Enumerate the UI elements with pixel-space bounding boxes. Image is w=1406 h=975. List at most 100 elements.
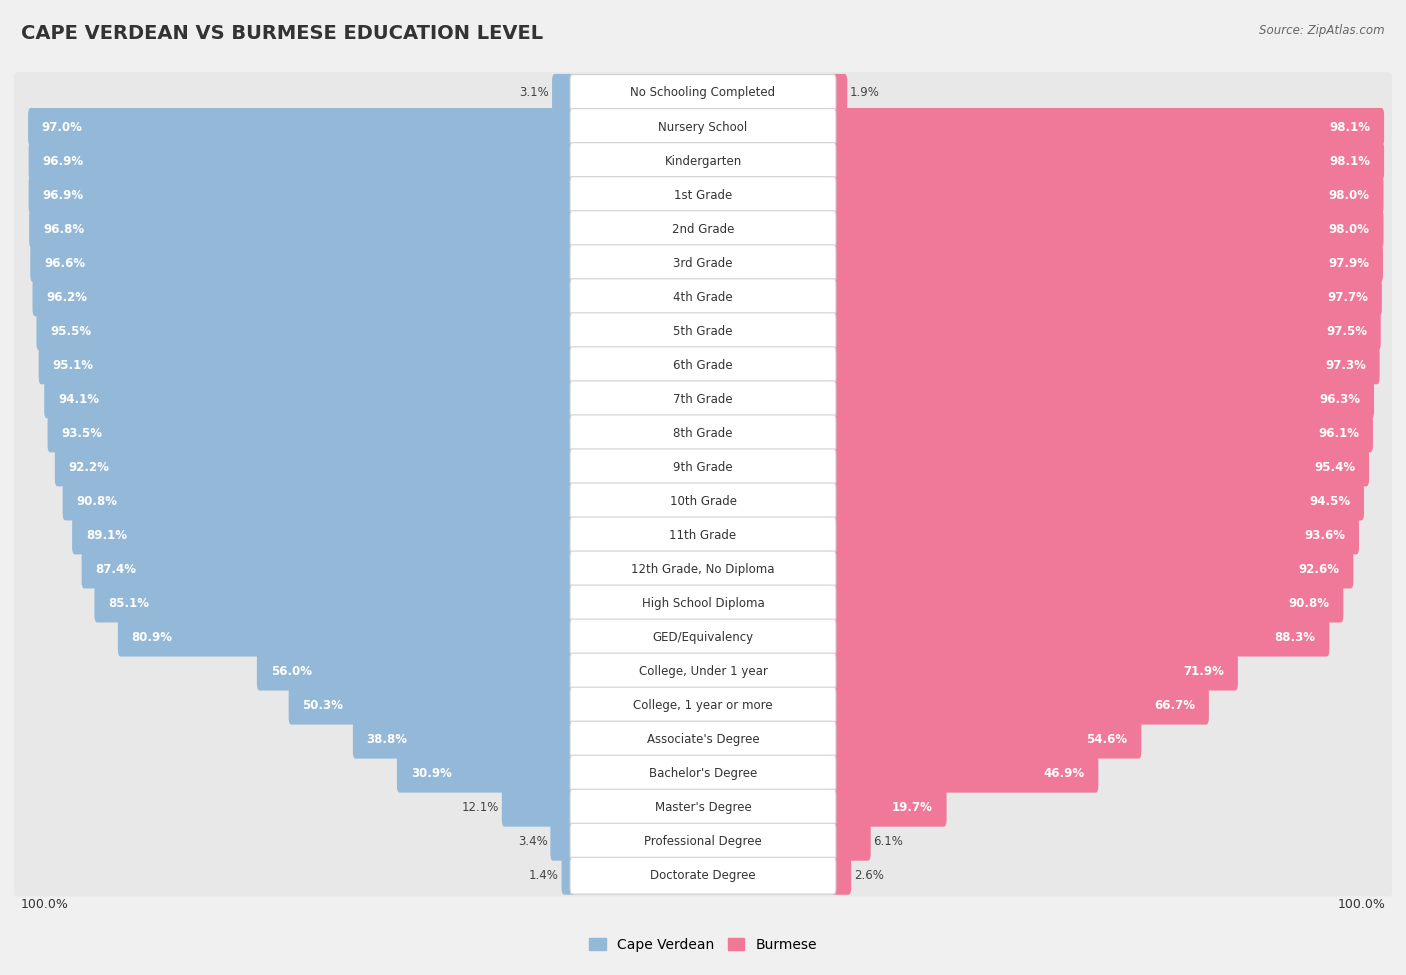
FancyBboxPatch shape (14, 310, 1392, 352)
FancyBboxPatch shape (14, 821, 1392, 863)
FancyBboxPatch shape (831, 244, 1384, 282)
Text: GED/Equivalency: GED/Equivalency (652, 631, 754, 644)
Text: 96.6%: 96.6% (44, 256, 86, 270)
FancyBboxPatch shape (831, 176, 1384, 214)
Text: 95.5%: 95.5% (51, 325, 91, 337)
FancyBboxPatch shape (569, 585, 837, 622)
Text: 71.9%: 71.9% (1184, 665, 1225, 678)
Text: 94.5%: 94.5% (1309, 495, 1350, 508)
Text: 46.9%: 46.9% (1043, 767, 1084, 780)
FancyBboxPatch shape (14, 855, 1392, 896)
Text: 50.3%: 50.3% (302, 699, 343, 712)
FancyBboxPatch shape (561, 857, 575, 895)
Text: 97.5%: 97.5% (1326, 325, 1367, 337)
FancyBboxPatch shape (14, 447, 1392, 488)
Text: 90.8%: 90.8% (1288, 597, 1330, 610)
FancyBboxPatch shape (831, 721, 1142, 759)
FancyBboxPatch shape (831, 312, 1381, 350)
FancyBboxPatch shape (48, 414, 575, 452)
Text: Bachelor's Degree: Bachelor's Degree (650, 767, 756, 780)
FancyBboxPatch shape (32, 278, 575, 316)
FancyBboxPatch shape (257, 652, 575, 690)
FancyBboxPatch shape (831, 550, 1354, 589)
Text: 12th Grade, No Diploma: 12th Grade, No Diploma (631, 563, 775, 576)
FancyBboxPatch shape (14, 787, 1392, 829)
Text: 1.4%: 1.4% (529, 869, 558, 882)
FancyBboxPatch shape (569, 551, 837, 588)
FancyBboxPatch shape (569, 722, 837, 758)
FancyBboxPatch shape (569, 176, 837, 214)
FancyBboxPatch shape (14, 753, 1392, 795)
FancyBboxPatch shape (288, 686, 575, 724)
FancyBboxPatch shape (569, 211, 837, 248)
Text: 98.0%: 98.0% (1329, 222, 1369, 236)
FancyBboxPatch shape (72, 517, 575, 555)
FancyBboxPatch shape (82, 550, 575, 589)
FancyBboxPatch shape (569, 279, 837, 316)
FancyBboxPatch shape (831, 823, 870, 861)
Text: 1.9%: 1.9% (851, 87, 880, 99)
Text: CAPE VERDEAN VS BURMESE EDUCATION LEVEL: CAPE VERDEAN VS BURMESE EDUCATION LEVEL (21, 24, 543, 43)
FancyBboxPatch shape (569, 857, 837, 894)
FancyBboxPatch shape (831, 483, 1364, 521)
Text: College, Under 1 year: College, Under 1 year (638, 665, 768, 678)
Text: 6th Grade: 6th Grade (673, 359, 733, 371)
Text: 97.0%: 97.0% (42, 121, 83, 134)
FancyBboxPatch shape (28, 176, 575, 214)
FancyBboxPatch shape (31, 244, 575, 282)
FancyBboxPatch shape (94, 584, 575, 622)
Text: 88.3%: 88.3% (1275, 631, 1316, 644)
Text: Kindergarten: Kindergarten (665, 155, 741, 168)
FancyBboxPatch shape (569, 347, 837, 383)
FancyBboxPatch shape (14, 515, 1392, 556)
FancyBboxPatch shape (831, 857, 851, 895)
Text: 85.1%: 85.1% (108, 597, 149, 610)
FancyBboxPatch shape (353, 721, 575, 759)
FancyBboxPatch shape (569, 619, 837, 656)
Text: 96.8%: 96.8% (44, 222, 84, 236)
Text: 87.4%: 87.4% (96, 563, 136, 576)
Text: 6.1%: 6.1% (873, 836, 903, 848)
Text: 8th Grade: 8th Grade (673, 427, 733, 440)
Text: 95.1%: 95.1% (52, 359, 93, 371)
Legend: Cape Verdean, Burmese: Cape Verdean, Burmese (583, 932, 823, 957)
FancyBboxPatch shape (14, 549, 1392, 590)
Text: 100.0%: 100.0% (1337, 898, 1385, 911)
FancyBboxPatch shape (14, 209, 1392, 250)
Text: 11th Grade: 11th Grade (669, 528, 737, 542)
Text: Nursery School: Nursery School (658, 121, 748, 134)
Text: 96.1%: 96.1% (1319, 427, 1360, 440)
FancyBboxPatch shape (569, 756, 837, 792)
Text: 96.3%: 96.3% (1319, 393, 1360, 406)
Text: 1st Grade: 1st Grade (673, 188, 733, 202)
Text: High School Diploma: High School Diploma (641, 597, 765, 610)
FancyBboxPatch shape (14, 243, 1392, 284)
Text: 92.2%: 92.2% (69, 461, 110, 474)
FancyBboxPatch shape (553, 74, 575, 112)
Text: 5th Grade: 5th Grade (673, 325, 733, 337)
FancyBboxPatch shape (118, 618, 575, 656)
FancyBboxPatch shape (569, 313, 837, 350)
FancyBboxPatch shape (831, 74, 848, 112)
FancyBboxPatch shape (831, 108, 1384, 146)
Text: College, 1 year or more: College, 1 year or more (633, 699, 773, 712)
Text: 97.9%: 97.9% (1329, 256, 1369, 270)
FancyBboxPatch shape (569, 823, 837, 860)
Text: 95.4%: 95.4% (1315, 461, 1355, 474)
FancyBboxPatch shape (831, 652, 1237, 690)
FancyBboxPatch shape (30, 210, 575, 249)
Text: 2.6%: 2.6% (853, 869, 884, 882)
Text: 66.7%: 66.7% (1154, 699, 1195, 712)
FancyBboxPatch shape (831, 142, 1384, 180)
Text: 3rd Grade: 3rd Grade (673, 256, 733, 270)
FancyBboxPatch shape (569, 415, 837, 451)
FancyBboxPatch shape (569, 687, 837, 723)
Text: 54.6%: 54.6% (1087, 733, 1128, 746)
FancyBboxPatch shape (569, 142, 837, 179)
FancyBboxPatch shape (831, 346, 1379, 384)
FancyBboxPatch shape (28, 142, 575, 180)
FancyBboxPatch shape (55, 448, 575, 487)
Text: No Schooling Completed: No Schooling Completed (630, 87, 776, 99)
FancyBboxPatch shape (831, 584, 1343, 622)
FancyBboxPatch shape (14, 650, 1392, 692)
